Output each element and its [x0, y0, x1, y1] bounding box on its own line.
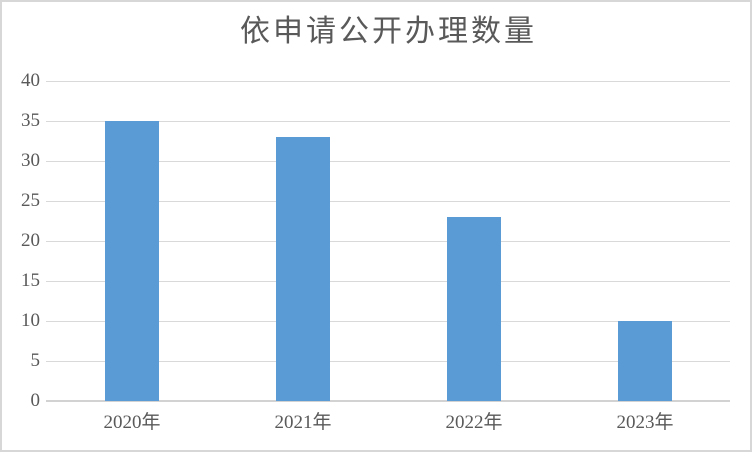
x-tick-label: 2022年 [445, 412, 503, 433]
gridline [46, 121, 730, 122]
bar-2020年 [105, 121, 159, 401]
y-tick-label: 0 [30, 390, 41, 411]
gridline [46, 241, 730, 242]
bar-2022年 [447, 217, 501, 401]
y-tick-label: 10 [21, 310, 40, 331]
x-axis-line [46, 400, 730, 402]
x-tick-label: 2021年 [274, 412, 332, 433]
x-tick-label: 2020年 [103, 412, 161, 433]
y-tick-label: 5 [30, 350, 41, 371]
gridline [46, 161, 730, 162]
y-tick-label: 35 [21, 110, 40, 131]
y-tick-label: 25 [21, 190, 40, 211]
gridline [46, 81, 730, 82]
gridline [46, 361, 730, 362]
y-tick-label: 30 [21, 150, 40, 171]
y-tick-label: 15 [21, 270, 40, 291]
bar-2021年 [276, 137, 330, 401]
x-tick-label: 2023年 [616, 412, 674, 433]
gridline [46, 281, 730, 282]
chart-title: 依申请公开办理数量 [240, 15, 537, 48]
y-tick-label: 20 [21, 230, 40, 251]
gridline [46, 201, 730, 202]
bar-2023年 [618, 321, 672, 401]
gridline [46, 321, 730, 322]
y-tick-label: 40 [21, 70, 40, 91]
